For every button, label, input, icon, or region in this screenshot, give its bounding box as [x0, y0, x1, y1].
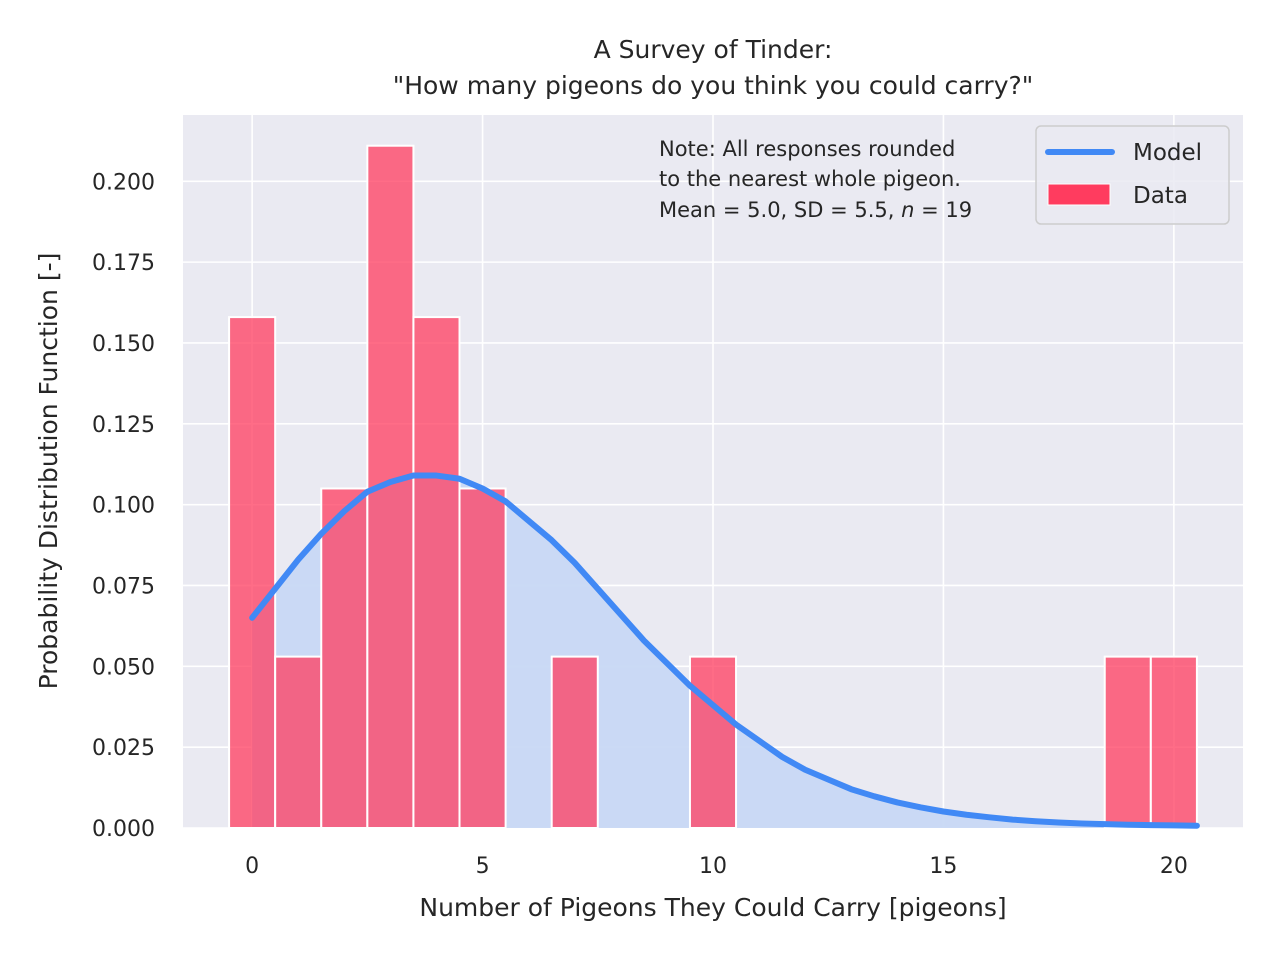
- x-tick-label-3: 15: [929, 854, 957, 879]
- histogram-bar-2: [320, 487, 369, 829]
- x-tick-label-1: 5: [476, 854, 490, 879]
- x-tick-label-0: 0: [245, 854, 259, 879]
- histogram-bars: [228, 144, 1198, 830]
- chart-title-line-1: A Survey of Tinder:: [594, 35, 833, 64]
- model-line-group: [249, 472, 1200, 829]
- legend: Model Data: [1035, 125, 1230, 225]
- note-line-1: Note: All responses rounded: [659, 137, 955, 161]
- y-tick-labels: 0.000 0.025 0.050 0.075 0.100 0.125 0.150 0.175…: [92, 170, 155, 842]
- y-tick-label-8: 0.200: [92, 170, 155, 195]
- y-tick-label-0: 0.000: [92, 817, 155, 842]
- histogram-bar-19: [1103, 655, 1152, 830]
- histogram-bar-5: [458, 487, 507, 829]
- x-tick-labels: 0 5 10 15 20: [245, 854, 1188, 879]
- histogram-bar-1: [274, 655, 323, 830]
- note-stats-n-symbol: n: [901, 198, 914, 222]
- histogram-bar-20: [1149, 655, 1198, 830]
- x-axis-title: Number of Pigeons They Could Carry [pige…: [419, 893, 1006, 922]
- note-stats-suffix: = 19: [914, 198, 972, 222]
- y-tick-label-7: 0.175: [92, 251, 155, 276]
- histogram-bar-0: [228, 316, 277, 829]
- y-tick-label-1: 0.025: [92, 736, 155, 761]
- note-stats: Mean = 5.0, SD = 5.5, n = 19: [659, 198, 972, 222]
- y-tick-label-6: 0.150: [92, 332, 155, 357]
- histogram-bar-10: [688, 655, 738, 830]
- y-tick-label-4: 0.100: [92, 494, 155, 519]
- histogram-bar-4: [412, 316, 461, 829]
- legend-data-label: Data: [1133, 183, 1188, 209]
- histogram-bar-7: [550, 655, 599, 830]
- x-tick-label-2: 10: [699, 854, 727, 879]
- model-line: [249, 472, 1200, 829]
- note-line-2: to the nearest whole pigeon.: [659, 167, 961, 191]
- note-stats-prefix: Mean = 5.0, SD = 5.5,: [659, 198, 901, 222]
- legend-data-swatch: [1047, 183, 1111, 206]
- y-axis-title: Probability Distribution Function [-]: [34, 253, 63, 690]
- x-tick-label-4: 20: [1160, 854, 1188, 879]
- chart-title-line-2: "How many pigeons do you think you could…: [393, 71, 1034, 100]
- y-tick-label-5: 0.125: [92, 413, 155, 438]
- legend-model-label: Model: [1133, 140, 1202, 166]
- y-tick-label-2: 0.050: [92, 655, 155, 680]
- y-tick-label-3: 0.075: [92, 574, 155, 599]
